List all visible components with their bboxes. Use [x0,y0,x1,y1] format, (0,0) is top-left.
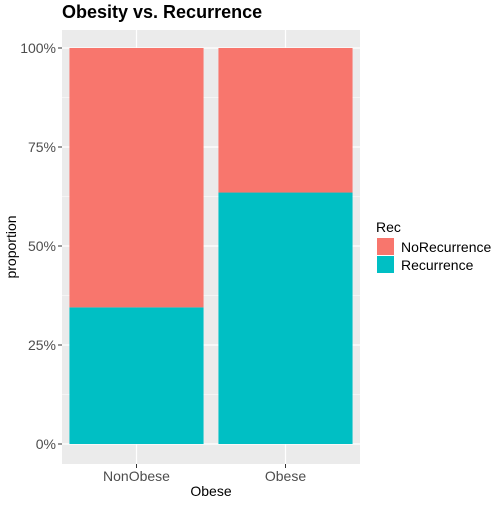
y-axis: 0% 25% 50% 75% 100% [20,40,62,452]
y-tick-label: 75% [28,139,56,155]
bar-norecurrence-nonobese [69,48,203,307]
x-tick-label: NonObese [103,468,170,484]
legend-key-norecurrence [377,238,394,255]
legend-label: NoRecurrence [401,239,491,255]
x-axis: NonObese Obese [103,464,306,484]
legend-label: Recurrence [401,257,474,273]
legend-key-recurrence [377,256,394,273]
y-tick-label: 100% [20,40,56,56]
y-tick-label: 0% [36,436,56,452]
x-axis-title: Obese [190,483,231,499]
y-axis-title: proportion [3,215,19,278]
y-tick-label: 25% [28,337,56,353]
legend-title: Rec [376,219,401,235]
y-tick-label: 50% [28,238,56,254]
legend: Rec NoRecurrence Recurrence [376,219,491,273]
bar-recurrence-obese [218,193,352,444]
bar-recurrence-nonobese [69,307,203,444]
x-tick-label: Obese [265,468,306,484]
bar-norecurrence-obese [218,48,352,193]
chart-title: Obesity vs. Recurrence [62,2,262,22]
